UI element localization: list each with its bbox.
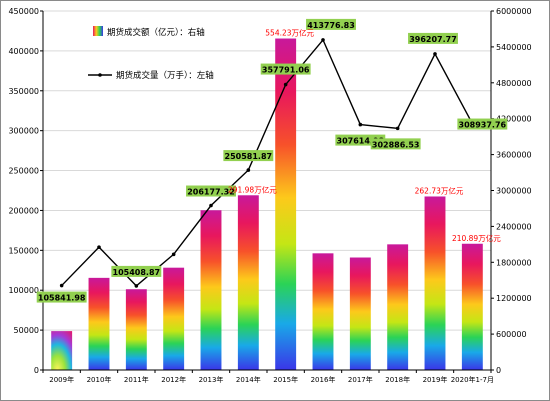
volume-label: 250581.87 — [225, 152, 273, 161]
bar — [275, 38, 297, 370]
volume-label: 206177.32 — [187, 188, 235, 197]
volume-point — [97, 245, 101, 249]
volume-label-box — [111, 265, 162, 277]
right-tick-label: 5400000 — [496, 43, 532, 52]
amount-annotation: 262.73万亿元 — [415, 185, 464, 195]
x-tick-label: 2012年 — [161, 375, 186, 384]
volume-point — [171, 252, 176, 257]
volume-label: 396207.77 — [409, 35, 457, 44]
labels-layer: 105841.98 105408.87 206177.32 250581.87 3577… — [36, 18, 508, 303]
right-tick-label: 3600000 — [496, 151, 532, 160]
volume-point — [358, 122, 363, 127]
bar — [424, 196, 446, 370]
amount-annotation: 554.23万亿元 — [265, 28, 314, 38]
volume-label: 307614.98 — [337, 137, 385, 146]
volume-label-box — [223, 150, 274, 162]
left-tick-label: 50000 — [14, 326, 39, 335]
left-tick-label: 150000 — [8, 246, 39, 255]
left-tick-label: 200000 — [8, 206, 39, 215]
x-tick-label: 2013年 — [199, 375, 224, 384]
volume-point — [395, 126, 400, 131]
right-tick-label: 2400000 — [496, 222, 532, 231]
volume-label-box — [260, 63, 311, 75]
legend-line-marker — [98, 73, 102, 77]
volume-label: 413776.83 — [307, 21, 355, 30]
bar — [88, 277, 110, 370]
right-tick-label: 1800000 — [496, 258, 532, 267]
left-tick-label: 100000 — [8, 286, 39, 295]
left-tick-label: 400000 — [8, 47, 39, 56]
legend-bar-label: 期货成交额（亿元）：右轴 — [107, 27, 205, 38]
legend: 期货成交额（亿元）：右轴 期货成交量（万手）：左轴 — [88, 26, 214, 81]
volume-label-box — [335, 134, 386, 146]
bars-layer — [51, 38, 483, 370]
right-tick-label: 6000000 — [496, 7, 532, 16]
x-tick-label: 2010年 — [87, 375, 112, 384]
volume-line — [61, 38, 473, 287]
left-tick-label: 250000 — [8, 167, 39, 176]
legend-bar-swatch — [93, 26, 103, 36]
volume-point — [283, 82, 288, 87]
left-tick-label: 450000 — [8, 7, 39, 16]
x-tick-label: 2011年 — [124, 375, 149, 384]
x-tick-label: 2015年 — [273, 375, 298, 384]
volume-label-box — [306, 18, 356, 30]
bar — [237, 195, 259, 370]
bar — [312, 253, 334, 370]
volume-label-box — [370, 138, 421, 150]
right-tick-label: 600000 — [496, 330, 527, 339]
right-tick-label: 3000000 — [496, 187, 532, 196]
right-tick-label: 1200000 — [496, 294, 532, 303]
bar — [163, 267, 185, 370]
x-tick-label: 2017年 — [348, 375, 373, 384]
x-tick-label: 2009年 — [49, 375, 74, 384]
volume-point — [321, 38, 325, 42]
volume-point — [246, 168, 251, 172]
left-tick-label: 350000 — [8, 87, 39, 96]
right-tick-label: 4800000 — [496, 79, 532, 88]
x-tick-label: 2016年 — [311, 375, 336, 384]
volume-label-box — [408, 32, 458, 44]
bar — [200, 210, 222, 370]
bar — [461, 243, 483, 370]
left-tick-label: 300000 — [8, 127, 39, 136]
volume-label: 308937.76 — [459, 121, 507, 130]
left-tick-label: 0 — [34, 366, 39, 375]
volume-label-box — [186, 185, 236, 197]
right-tick-label: 0 — [496, 366, 501, 375]
volume-label: 105408.87 — [113, 268, 161, 277]
x-tick-label: 2019年 — [423, 375, 448, 384]
axes-layer: 0 50000 100000 150000 200000 250000 300000 3500… — [8, 7, 531, 384]
x-tick-label: 2018年 — [385, 375, 410, 384]
line-layer — [59, 38, 475, 288]
legend-line-label: 期货成交量（万手）：左轴 — [116, 70, 214, 81]
x-tick-label: 2020年1-7月 — [451, 375, 494, 384]
x-tick-label: 2014年 — [236, 375, 261, 384]
bar — [387, 244, 409, 370]
volume-point — [209, 203, 213, 208]
volume-point — [134, 284, 139, 288]
amount-annotation: 210.89万亿元 — [452, 233, 501, 243]
volume-label: 302886.53 — [372, 140, 420, 149]
volume-label-box — [36, 291, 87, 303]
volume-point — [433, 52, 437, 56]
bar — [125, 289, 147, 370]
bar — [349, 257, 371, 370]
bar — [51, 331, 73, 370]
volume-label: 105841.98 — [38, 294, 86, 303]
volume-label-box — [457, 118, 508, 130]
amount-annotation: 291.98万亿元 — [228, 184, 277, 194]
volume-label: 357791.06 — [262, 66, 310, 75]
volume-point — [59, 283, 64, 288]
right-tick-label: 4200000 — [496, 115, 532, 124]
